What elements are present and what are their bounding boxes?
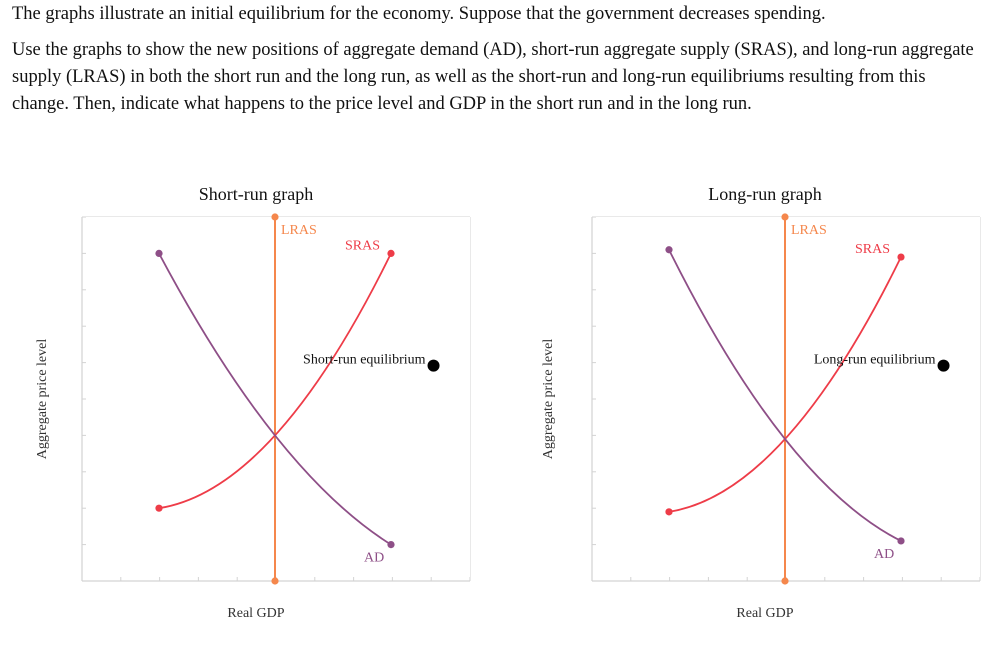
long-run-ad-label: AD bbox=[874, 547, 894, 562]
long-run-x-axis-label: Real GDP bbox=[736, 606, 793, 621]
long-run-ad-end-handle[interactable] bbox=[897, 537, 905, 545]
short-run-ad-curve[interactable] bbox=[158, 252, 392, 546]
long-run-lras-start-handle[interactable] bbox=[781, 213, 789, 221]
long-run-plot-background bbox=[592, 217, 980, 581]
long-run-sras-start-handle[interactable] bbox=[665, 508, 673, 516]
short-run-ad-label: AD bbox=[364, 551, 384, 566]
prompt-line-2: Use the graphs to show the new positions… bbox=[12, 40, 974, 114]
long-run-ad-start-handle[interactable] bbox=[665, 246, 673, 254]
short-run-sras-start-handle[interactable] bbox=[155, 504, 163, 512]
short-run-graph: Short-run graph Aggregate price level Re… bbox=[35, 184, 471, 621]
long-run-sras-end-handle[interactable] bbox=[897, 253, 905, 261]
short-run-equilibrium-point[interactable] bbox=[427, 359, 440, 372]
short-run-ad-start-handle[interactable] bbox=[155, 249, 163, 257]
short-run-equilibrium-label: Short-run equilibrium bbox=[303, 353, 426, 368]
long-run-equilibrium-point[interactable] bbox=[937, 359, 950, 372]
long-run-grid bbox=[591, 216, 981, 582]
long-run-lras-end-handle[interactable] bbox=[781, 577, 789, 585]
short-run-lras-start-handle[interactable] bbox=[271, 213, 279, 221]
short-run-graph-title: Short-run graph bbox=[199, 184, 313, 204]
short-run-sras-end-handle[interactable] bbox=[387, 249, 395, 257]
short-run-plot-background bbox=[82, 217, 470, 581]
short-run-x-axis-label: Real GDP bbox=[227, 606, 284, 621]
long-run-sras-label: SRAS bbox=[855, 242, 890, 257]
short-run-ad-end-handle[interactable] bbox=[387, 541, 395, 549]
short-run-sras-label: SRAS bbox=[345, 238, 380, 253]
question-prompt: The graphs illustrate an initial equilib… bbox=[12, 0, 987, 118]
long-run-equilibrium-label: Long-run equilibrium bbox=[814, 353, 936, 368]
prompt-line-1: The graphs illustrate an initial equilib… bbox=[12, 4, 826, 24]
long-run-lras-label: LRAS bbox=[791, 223, 827, 238]
long-run-ad-curve[interactable] bbox=[668, 249, 902, 542]
short-run-lras-end-handle[interactable] bbox=[271, 577, 279, 585]
short-run-y-axis-label: Aggregate price level bbox=[35, 339, 50, 460]
long-run-y-axis-label: Aggregate price level bbox=[541, 339, 556, 460]
short-run-lras-label: LRAS bbox=[281, 223, 317, 238]
long-run-graph-title: Long-run graph bbox=[708, 184, 821, 204]
long-run-graph: Long-run graph Aggregate price level Rea… bbox=[541, 184, 981, 621]
